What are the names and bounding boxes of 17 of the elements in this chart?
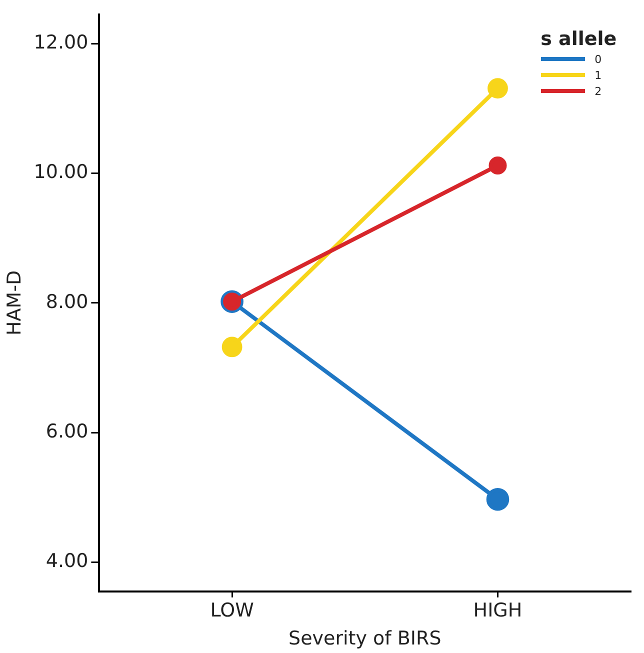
point xyxy=(488,78,508,99)
y-tick-label: 12.00 xyxy=(34,32,88,54)
legend-label: 2 xyxy=(594,84,602,98)
y-tick-label: 4.00 xyxy=(46,550,88,572)
y-axis-title: HAM-D xyxy=(3,270,26,336)
legend-label: 0 xyxy=(594,52,602,66)
x-tick-label: LOW xyxy=(210,600,254,622)
legend-title: s allele xyxy=(540,28,617,50)
x-tick-label: HIGH xyxy=(473,600,522,622)
y-tick-label: 10.00 xyxy=(34,161,88,184)
y-tick-label: 8.00 xyxy=(46,290,88,313)
point xyxy=(486,488,510,511)
y-tick-label: 6.00 xyxy=(46,420,88,442)
point xyxy=(488,156,507,174)
point xyxy=(222,336,242,358)
x-axis-title: Severity of BIRS xyxy=(288,628,442,650)
legend-label: 1 xyxy=(594,68,602,82)
